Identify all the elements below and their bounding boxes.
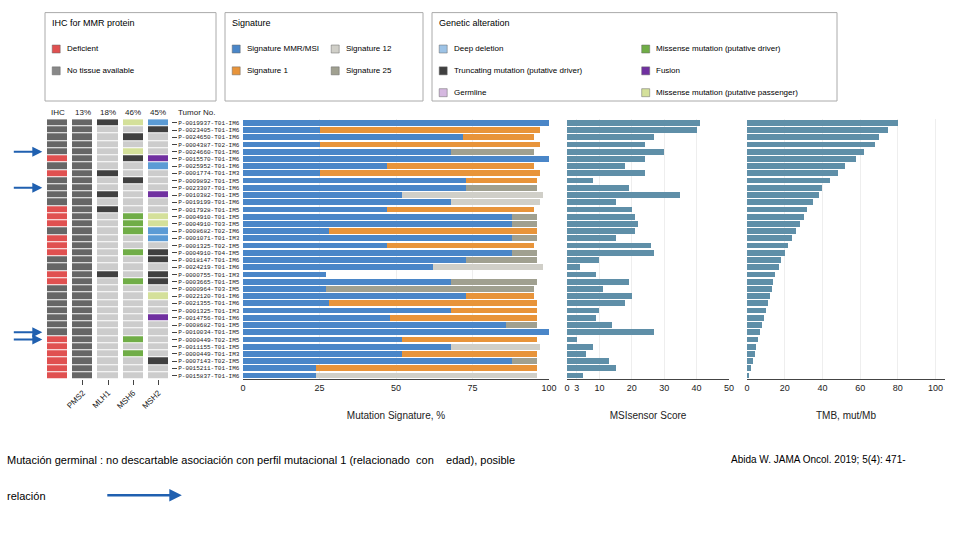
svg-text:75: 75 [467,383,477,393]
svg-text:Tumor No.: Tumor No. [178,108,216,117]
svg-text:MSH6: MSH6 [115,388,137,410]
svg-text:18%: 18% [100,108,116,117]
svg-text:50: 50 [391,383,401,393]
svg-text:MSIsensor Score: MSIsensor Score [610,410,687,421]
svg-text:50: 50 [724,383,734,393]
svg-text:P-0015837-T01-IM6: P-0015837-T01-IM6 [178,373,240,380]
svg-text:3: 3 [574,383,579,393]
svg-text:P-0001071-T01-IM3: P-0001071-T01-IM3 [178,235,240,242]
svg-text:IHC for MMR protein: IHC for MMR protein [52,18,135,28]
svg-text:45%: 45% [150,108,166,117]
svg-text:20: 20 [780,383,790,393]
svg-text:Missense mutation (putative pa: Missense mutation (putative passenger) [656,88,798,97]
svg-text:P-0000449-T01-IM3: P-0000449-T01-IM3 [178,351,240,358]
svg-text:P-0023405-T01-IM6: P-0023405-T01-IM6 [178,127,240,134]
svg-text:Missense mutation (putative dr: Missense mutation (putative driver) [656,44,781,53]
svg-text:P-0000755-T01-IM3: P-0000755-T01-IM3 [178,272,240,279]
svg-text:40: 40 [692,383,702,393]
svg-text:P-0010034-T01-IM5: P-0010034-T01-IM5 [178,329,240,336]
svg-text:Germline: Germline [454,88,487,97]
svg-text:P-0007143-T02-IM5: P-0007143-T02-IM5 [178,358,240,365]
svg-text:P-0015570-T01-IM6: P-0015570-T01-IM6 [178,156,240,163]
svg-text:P-0023307-T01-IM6: P-0023307-T01-IM6 [178,185,240,192]
svg-text:Deficient: Deficient [67,44,99,53]
svg-text:P-0001774-T01-IM3: P-0001774-T01-IM3 [178,170,240,177]
svg-text:Genetic alteration: Genetic alteration [439,18,510,28]
svg-text:Truncating mutation (putative: Truncating mutation (putative driver) [454,66,583,75]
svg-text:46%: 46% [125,108,141,117]
svg-text:P-0008682-T02-IM6: P-0008682-T02-IM6 [178,228,240,235]
svg-text:100: 100 [928,383,943,393]
svg-text:Signature 1: Signature 1 [247,66,288,75]
svg-text:80: 80 [893,383,903,393]
svg-text:Fusion: Fusion [656,66,680,75]
svg-text:P-0000964-T03-IM5: P-0000964-T03-IM5 [178,286,240,293]
svg-text:P-0003665-T01-IM5: P-0003665-T01-IM5 [178,279,240,286]
svg-text:P-0014756-T01-IM6: P-0014756-T01-IM6 [178,315,240,322]
svg-text:P-0004387-T02-IM6: P-0004387-T02-IM6 [178,142,240,149]
svg-text:0: 0 [744,383,749,393]
svg-text:No tissue available: No tissue available [67,66,135,75]
svg-text:Signature 25: Signature 25 [346,66,392,75]
svg-text:P-0024650-T01-IM6: P-0024650-T01-IM6 [178,134,240,141]
svg-text:IHC: IHC [51,108,65,117]
svg-text:P-0000449-T02-IM5: P-0000449-T02-IM5 [178,337,240,344]
svg-text:P-0004910-T03-IM5: P-0004910-T03-IM5 [178,221,240,228]
svg-text:P-0011155-T01-IM5: P-0011155-T01-IM5 [178,344,240,351]
svg-text:P-0019199-T01-IM6: P-0019199-T01-IM6 [178,199,240,206]
svg-text:20: 20 [627,383,637,393]
svg-text:60: 60 [855,383,865,393]
svg-text:P-0021355-T01-IM6: P-0021355-T01-IM6 [178,300,240,307]
svg-text:P-0019937-T01-IM6: P-0019937-T01-IM6 [178,120,240,127]
svg-text:P-0022120-T01-IM6: P-0022120-T01-IM6 [178,293,240,300]
svg-text:P-0018147-T01-IM6: P-0018147-T01-IM6 [178,257,240,264]
svg-text:P-0004910-T01-IM5: P-0004910-T01-IM5 [178,214,240,221]
svg-text:13%: 13% [75,108,91,117]
svg-text:40: 40 [817,383,827,393]
svg-text:P-0004910-T04-IM5: P-0004910-T04-IM5 [178,250,240,257]
svg-text:Signature: Signature [232,18,271,28]
svg-text:MLH1: MLH1 [91,388,113,410]
svg-text:P-0001325-T02-IM5: P-0001325-T02-IM5 [178,243,240,250]
svg-text:P-0009892-T01-IM5: P-0009892-T01-IM5 [178,178,240,185]
svg-text:TMB, mut/Mb: TMB, mut/Mb [816,410,876,421]
svg-text:P-0017928-T01-IM5: P-0017928-T01-IM5 [178,207,240,214]
svg-text:P-0024219-T01-IM6: P-0024219-T01-IM6 [178,264,240,271]
svg-text:PMS2: PMS2 [65,388,87,410]
svg-text:Abida W. JAMA Oncol. 2019; 5(4: Abida W. JAMA Oncol. 2019; 5(4): 471- [731,454,906,465]
svg-text:P-0010382-T01-IM5: P-0010382-T01-IM5 [178,192,240,199]
svg-text:Mutation Signature, %: Mutation Signature, % [347,410,445,421]
svg-text:30: 30 [659,383,669,393]
svg-text:P-0008682-T01-IM5: P-0008682-T01-IM5 [178,322,240,329]
svg-text:P-0015211-T01-IM6: P-0015211-T01-IM6 [178,365,240,372]
svg-text:relación: relación [7,490,46,502]
svg-text:25: 25 [314,383,324,393]
svg-text:MSH2: MSH2 [141,388,163,410]
svg-text:Signature 12: Signature 12 [346,44,392,53]
svg-text:10: 10 [594,383,604,393]
svg-text:100: 100 [541,383,556,393]
svg-text:P-0001325-T01-IM3: P-0001325-T01-IM3 [178,308,240,315]
svg-text:0: 0 [240,383,245,393]
svg-text:0: 0 [564,383,569,393]
svg-text:P-0025952-T01-IM6: P-0025952-T01-IM6 [178,163,240,170]
svg-text:Deep deletion: Deep deletion [454,44,503,53]
svg-text:Signature MMR/MSI: Signature MMR/MSI [247,44,319,53]
svg-text:Mutación germinal : no descart: Mutación germinal : no descartable asoci… [7,454,515,466]
svg-text:P-0024660-T01-IM6: P-0024660-T01-IM6 [178,149,240,156]
